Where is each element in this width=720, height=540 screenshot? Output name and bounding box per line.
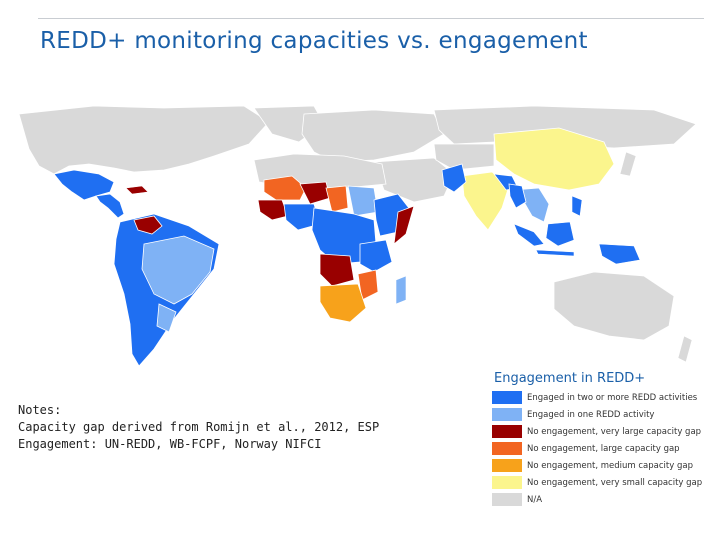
north-america [18, 105, 270, 175]
argentina-light [156, 303, 177, 333]
legend-row: No engagement, very small capacity gap [492, 474, 702, 491]
slide-title: REDD+ monitoring capacities vs. engageme… [40, 28, 588, 54]
mauritania-mali [263, 175, 307, 201]
legend: Engaged in two or more REDD activities En… [492, 389, 702, 508]
legend-label: No engagement, very large capacity gap [527, 426, 702, 437]
top-rule [38, 18, 704, 19]
indonesia-borneo [545, 221, 575, 247]
legend-label: Engaged in one REDD activity [527, 409, 655, 420]
middle-east [373, 157, 455, 203]
kenya-tanzania [359, 239, 393, 273]
legend-swatch [492, 408, 522, 421]
legend-row: Engaged in two or more REDD activities [492, 389, 697, 406]
notes: Notes: Capacity gap derived from Romijn … [18, 402, 379, 453]
myanmar [508, 183, 527, 209]
legend-row: Engaged in one REDD activity [492, 406, 692, 423]
chad [325, 185, 349, 213]
indonesia-java [535, 249, 575, 257]
papua [598, 243, 641, 265]
legend-swatch [492, 442, 522, 455]
notes-line-1: Capacity gap derived from Romijn et al.,… [18, 420, 380, 434]
china [493, 127, 615, 191]
central-america [95, 193, 125, 219]
legend-row: No engagement, medium capacity gap [492, 457, 693, 474]
legend-label: No engagement, large capacity gap [527, 443, 680, 454]
philippines [571, 195, 583, 217]
caribbean [125, 185, 149, 195]
legend-label: Engaged in two or more REDD activities [527, 392, 698, 403]
nigeria-ghana [283, 203, 321, 231]
legend-row: No engagement, very large capacity gap [492, 423, 701, 440]
legend-swatch [492, 459, 522, 472]
west-africa-coast [257, 199, 289, 221]
legend-swatch [492, 476, 522, 489]
legend-row: No engagement, large capacity gap [492, 440, 692, 457]
madagascar [395, 275, 407, 305]
angola-zambia [319, 253, 355, 287]
southern-africa [319, 283, 367, 323]
mexico [53, 169, 115, 201]
japan [619, 151, 637, 177]
legend-swatch [492, 391, 522, 404]
world-map [18, 105, 697, 367]
notes-heading: Notes: [18, 403, 62, 417]
niger [299, 181, 331, 205]
legend-swatch [492, 425, 522, 438]
new-zealand [677, 335, 693, 363]
europe [301, 109, 445, 163]
legend-row: N/A [492, 491, 692, 508]
central-asia [433, 143, 495, 171]
somalia [393, 205, 415, 245]
pakistan [441, 163, 467, 193]
legend-swatch [492, 493, 522, 506]
brazil [141, 235, 215, 305]
legend-label: No engagement, medium capacity gap [527, 460, 693, 471]
australia [553, 271, 675, 341]
legend-title: Engagement in REDD+ [494, 371, 646, 386]
legend-label: N/A [527, 494, 543, 505]
legend-label: No engagement, very small capacity gap [527, 477, 703, 488]
venezuela [133, 215, 163, 235]
sudan [347, 185, 379, 217]
notes-line-2: Engagement: UN-REDD, WB-FCPF, Norway NIF… [18, 437, 322, 451]
indonesia-sumatra [513, 223, 545, 247]
